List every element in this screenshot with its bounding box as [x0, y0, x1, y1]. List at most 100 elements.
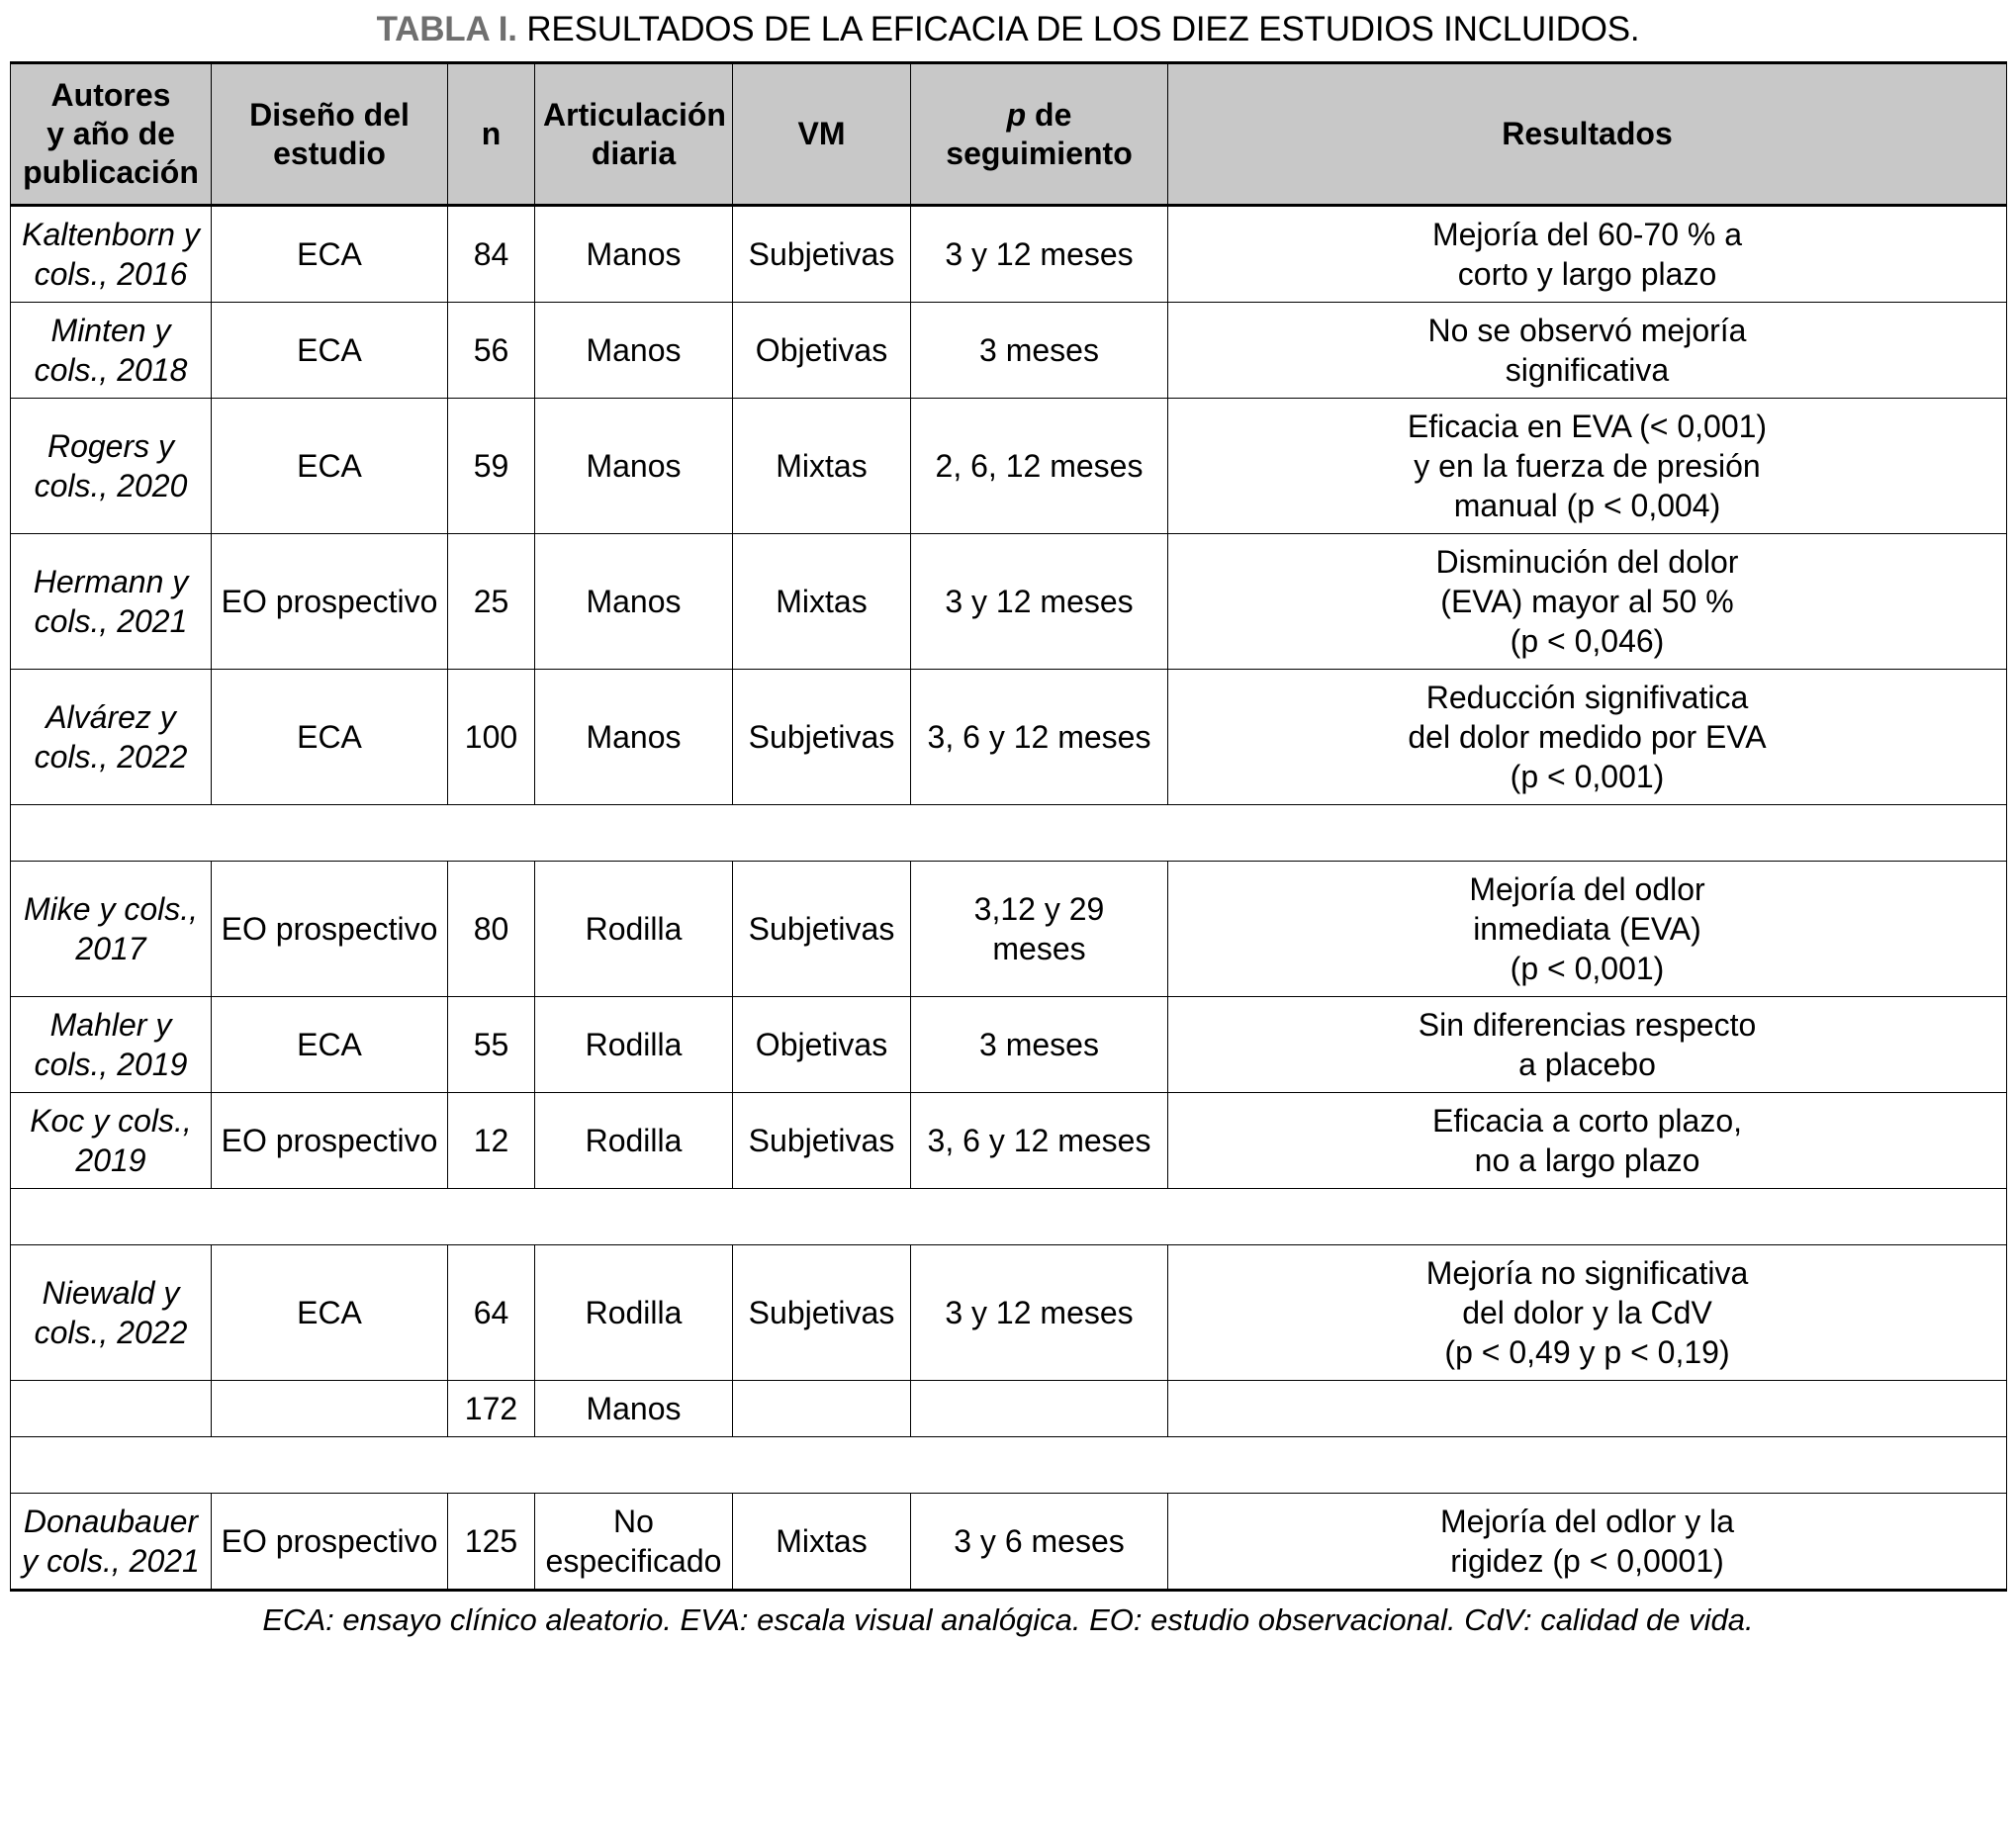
cell-vm: Mixtas: [732, 398, 911, 534]
cell-joint: Rodilla: [534, 996, 733, 1093]
cell-n: 55: [447, 996, 535, 1093]
column-header-author: Autores y año de publicación: [10, 61, 212, 207]
cell-results: Sin diferencias respecto a placebo: [1167, 996, 2007, 1093]
cell-vm: Mixtas: [732, 533, 911, 670]
column-header-n: n: [447, 61, 535, 207]
cell-vm: Objetivas: [732, 302, 911, 399]
cell-author: Niewald y cols., 2022: [10, 1244, 212, 1381]
table-row: Koc y cols., 2019 EO prospectivo 12 Rodi…: [10, 1092, 2007, 1189]
cell-joint: No especificado: [534, 1493, 733, 1592]
cell-design: [211, 1380, 448, 1437]
table-row: Donaubauer y cols., 2021 EO prospectivo …: [10, 1493, 2007, 1592]
group-spacer-cell: [10, 1188, 2007, 1245]
cell-results: Disminución del dolor (EVA) mayor al 50 …: [1167, 533, 2007, 670]
column-header-design: Diseño del estudio: [211, 61, 448, 207]
cell-design: EO prospectivo: [211, 861, 448, 997]
cell-design: ECA: [211, 205, 448, 303]
cell-author: Minten y cols., 2018: [10, 302, 212, 399]
table-title-text: RESULTADOS DE LA EFICACIA DE LOS DIEZ ES…: [516, 10, 1640, 48]
cell-design: EO prospectivo: [211, 1092, 448, 1189]
column-header-p-italic: p: [1006, 96, 1027, 133]
cell-design: EO prospectivo: [211, 533, 448, 670]
cell-results: Mejoría del odlor inmediata (EVA) (p < 0…: [1167, 861, 2007, 997]
column-header-joint: Articulación diaria: [534, 61, 733, 207]
cell-n: 25: [447, 533, 535, 670]
group-spacer-row: [10, 1436, 2007, 1494]
cell-p: 2, 6, 12 meses: [910, 398, 1168, 534]
cell-author: Rogers y cols., 2020: [10, 398, 212, 534]
cell-results: Reducción signifivatica del dolor medido…: [1167, 669, 2007, 805]
cell-joint: Rodilla: [534, 861, 733, 997]
column-header-vm: VM: [732, 61, 911, 207]
cell-n: 172: [447, 1380, 535, 1437]
table-row-continuation: 172 Manos: [10, 1380, 2007, 1437]
table-header-row: Autores y año de publicación Diseño del …: [10, 61, 2007, 207]
table-row: Mahler y cols., 2019 ECA 55 Rodilla Obje…: [10, 996, 2007, 1093]
cell-author: [10, 1380, 212, 1437]
group-spacer-cell: [10, 804, 2007, 862]
cell-n: 100: [447, 669, 535, 805]
cell-n: 56: [447, 302, 535, 399]
table-row: Kaltenborn y cols., 2016 ECA 84 Manos Su…: [10, 205, 2007, 303]
cell-design: ECA: [211, 398, 448, 534]
cell-author: Mike y cols., 2017: [10, 861, 212, 997]
table-row: Hermann y cols., 2021 EO prospectivo 25 …: [10, 533, 2007, 670]
cell-design: EO prospectivo: [211, 1493, 448, 1592]
cell-vm: Subjetivas: [732, 1244, 911, 1381]
cell-joint: Manos: [534, 533, 733, 670]
cell-joint: Rodilla: [534, 1092, 733, 1189]
cell-vm: Subjetivas: [732, 205, 911, 303]
cell-author: Kaltenborn y cols., 2016: [10, 205, 212, 303]
cell-vm: Mixtas: [732, 1493, 911, 1592]
table-row: Minten y cols., 2018 ECA 56 Manos Objeti…: [10, 302, 2007, 399]
cell-author: Hermann y cols., 2021: [10, 533, 212, 670]
column-header-p: p de seguimiento: [910, 61, 1168, 207]
cell-joint: Rodilla: [534, 1244, 733, 1381]
cell-results: Mejoría del 60-70 % a corto y largo plaz…: [1167, 205, 2007, 303]
cell-joint: Manos: [534, 398, 733, 534]
cell-p: [910, 1380, 1168, 1437]
cell-results: [1167, 1380, 2007, 1437]
cell-joint: Manos: [534, 302, 733, 399]
cell-p: 3 meses: [910, 996, 1168, 1093]
cell-results: Eficacia a corto plazo, no a largo plazo: [1167, 1092, 2007, 1189]
column-header-results: Resultados: [1167, 61, 2007, 207]
cell-vm: [732, 1380, 911, 1437]
table-row: Rogers y cols., 2020 ECA 59 Manos Mixtas…: [10, 398, 2007, 534]
cell-p: 3 y 12 meses: [910, 1244, 1168, 1381]
cell-results: Eficacia en EVA (< 0,001) y en la fuerza…: [1167, 398, 2007, 534]
cell-design: ECA: [211, 302, 448, 399]
cell-joint: Manos: [534, 1380, 733, 1437]
cell-p: 3 y 12 meses: [910, 205, 1168, 303]
cell-results: Mejoría del odlor y la rigidez (p < 0,00…: [1167, 1493, 2007, 1592]
group-spacer-cell: [10, 1436, 2007, 1494]
cell-n: 64: [447, 1244, 535, 1381]
cell-p: 3 y 6 meses: [910, 1493, 1168, 1592]
cell-n: 80: [447, 861, 535, 997]
table-row: Mike y cols., 2017 EO prospectivo 80 Rod…: [10, 861, 2007, 997]
table-title-label: TABLA I.: [376, 10, 517, 48]
cell-vm: Subjetivas: [732, 1092, 911, 1189]
cell-author: Alvárez y cols., 2022: [10, 669, 212, 805]
cell-author: Mahler y cols., 2019: [10, 996, 212, 1093]
efficacy-results-table: Autores y año de publicación Diseño del …: [10, 61, 2007, 1592]
page-title: TABLA I. RESULTADOS DE LA EFICACIA DE LO…: [0, 0, 2016, 61]
cell-n: 84: [447, 205, 535, 303]
cell-n: 12: [447, 1092, 535, 1189]
table-footnote: ECA: ensayo clínico aleatorio. EVA: esca…: [262, 1602, 1754, 1637]
cell-design: ECA: [211, 996, 448, 1093]
cell-vm: Objetivas: [732, 996, 911, 1093]
group-spacer-row: [10, 1188, 2007, 1245]
cell-n: 125: [447, 1493, 535, 1592]
cell-p: 3, 6 y 12 meses: [910, 1092, 1168, 1189]
cell-p: 3,12 y 29 meses: [910, 861, 1168, 997]
cell-vm: Subjetivas: [732, 669, 911, 805]
cell-results: Mejoría no significativa del dolor y la …: [1167, 1244, 2007, 1381]
cell-results: No se observó mejoría significativa: [1167, 302, 2007, 399]
cell-p: 3 y 12 meses: [910, 533, 1168, 670]
cell-author: Donaubauer y cols., 2021: [10, 1493, 212, 1592]
group-spacer-row: [10, 804, 2007, 862]
cell-p: 3 meses: [910, 302, 1168, 399]
cell-p: 3, 6 y 12 meses: [910, 669, 1168, 805]
